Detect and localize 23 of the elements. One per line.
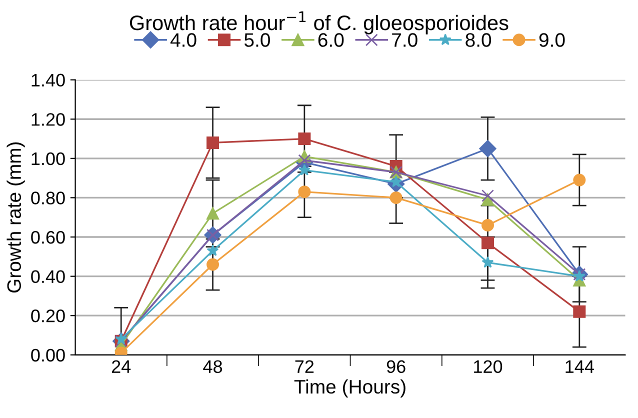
legend-label: 5.0 xyxy=(244,33,270,47)
y-tick-label: 0.20 xyxy=(31,310,65,322)
chart-title: Growth rate hour$^{−1}$ of C. gloeosporioides xyxy=(130,11,508,34)
y-tick-label: 0.40 xyxy=(31,270,65,284)
x-tick-label: 48 xyxy=(203,360,222,374)
legend-label: 4.0 xyxy=(170,33,196,47)
legend-label: 8.0 xyxy=(466,33,492,47)
legend-label: 6.0 xyxy=(318,33,344,47)
legend-label: 9.0 xyxy=(539,33,565,47)
y-tick-label: 1.40 xyxy=(32,74,65,87)
y-tick-label: 0.00 xyxy=(31,348,65,362)
x-tick-label: 144 xyxy=(566,360,594,373)
y-tick-label: 1.00 xyxy=(32,152,65,166)
x-tick-label: 72 xyxy=(295,360,314,373)
legend-label: 7.0 xyxy=(392,33,418,47)
x-axis-title: Time (Hours) xyxy=(294,379,406,398)
x-tick-label: 120 xyxy=(474,360,502,374)
y-axis-title: Growth rate (mm) xyxy=(6,142,25,293)
x-tick-label: 96 xyxy=(386,360,406,374)
y-tick-label: 1.20 xyxy=(32,113,65,126)
x-tick-label: 24 xyxy=(112,360,131,373)
y-tick-label: 0.80 xyxy=(31,192,65,204)
y-tick-label: 0.60 xyxy=(31,230,65,244)
